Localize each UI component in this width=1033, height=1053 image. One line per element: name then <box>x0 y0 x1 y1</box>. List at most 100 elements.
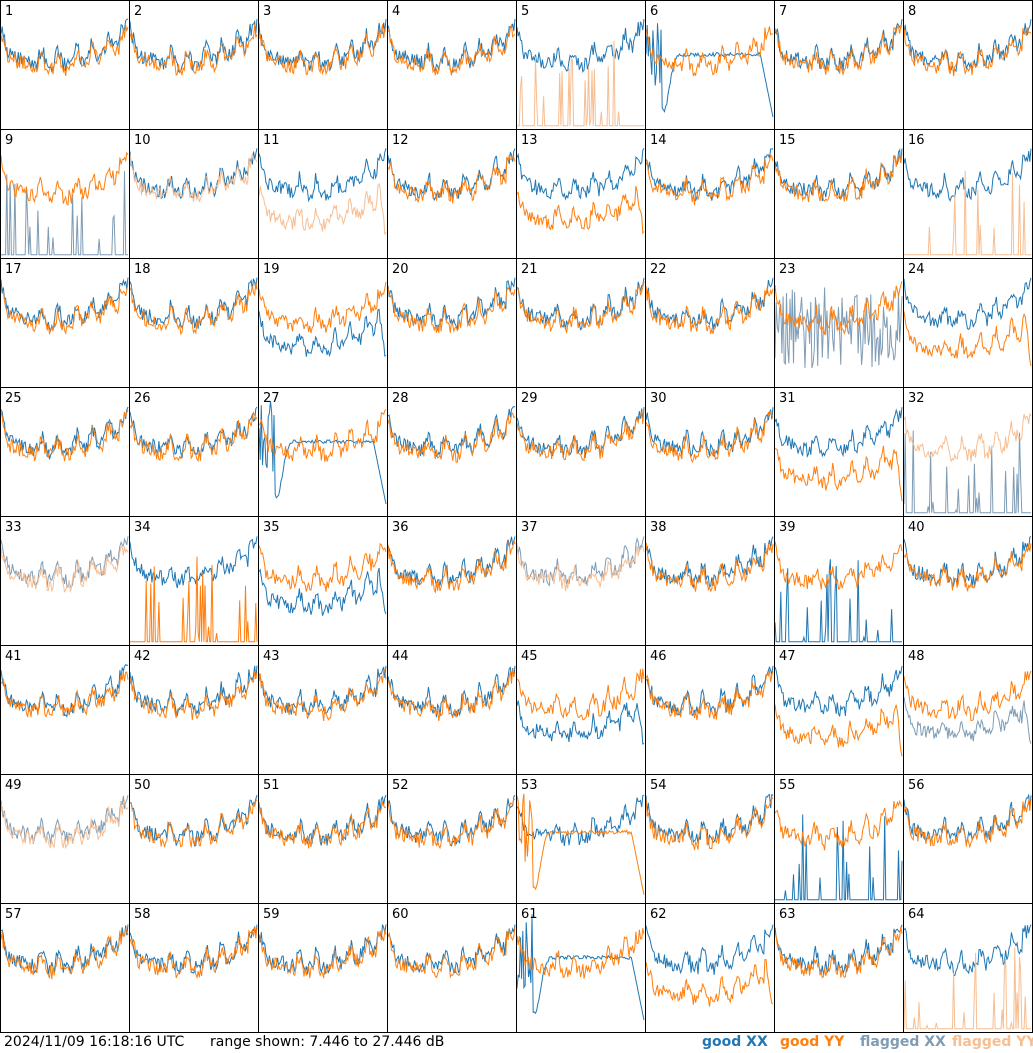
panel-49-label: 49 <box>5 778 22 793</box>
legend-good-yy: good YY <box>780 1034 845 1050</box>
panel-50-yy-trace <box>129 799 258 848</box>
panel-63: 63 <box>774 903 904 1033</box>
panel-47-xx-trace <box>774 665 903 717</box>
panel-60-yy-trace <box>387 926 516 979</box>
panel-23-yy-trace <box>774 280 903 336</box>
panel-42-label: 42 <box>134 649 151 664</box>
panel-20-xx-trace <box>387 277 516 331</box>
panel-25-yy-trace <box>0 409 129 462</box>
panel-47-yy-trace <box>774 704 903 757</box>
panel-5-label: 5 <box>521 4 529 19</box>
panel-50: 50 <box>129 774 259 904</box>
panel-24: 24 <box>903 258 1033 388</box>
panel-24-label: 24 <box>908 262 925 277</box>
panel-32-xx-trace <box>903 430 1031 514</box>
panel-36-yy-trace <box>387 539 516 594</box>
panel-37-label: 37 <box>521 520 538 535</box>
panel-41-yy-trace <box>0 671 129 718</box>
panel-41: 41 <box>0 645 130 775</box>
panel-16-xx-trace <box>903 148 1032 202</box>
panel-12-xx-trace <box>387 148 516 202</box>
panel-10: 10 <box>129 129 259 259</box>
panel-38-xx-trace <box>645 536 774 589</box>
panel-36: 36 <box>387 516 517 646</box>
panel-3: 3 <box>258 0 388 130</box>
panel-64-frame <box>903 903 1033 1033</box>
panel-60: 60 <box>387 903 517 1033</box>
panel-57-label: 57 <box>5 907 22 922</box>
panel-32-yy-trace <box>903 412 1032 463</box>
panel-49: 49 <box>0 774 130 904</box>
panel-11-label: 11 <box>263 133 280 148</box>
panel-25-xx-trace <box>0 406 129 460</box>
panel-17-yy-trace <box>0 282 129 336</box>
panel-11: 11 <box>258 129 388 259</box>
panel-64-xx-trace <box>903 924 1032 977</box>
panel-31-label: 31 <box>779 391 796 406</box>
panel-35-yy-trace <box>258 542 387 592</box>
panel-29-xx-trace <box>516 407 645 459</box>
panel-9-yy-trace <box>0 151 129 206</box>
panel-15-yy-trace <box>774 153 903 203</box>
panel-5-xx-trace <box>516 19 645 73</box>
panel-53-label: 53 <box>521 778 538 793</box>
panel-40: 40 <box>903 516 1033 646</box>
panel-32-label: 32 <box>908 391 925 406</box>
panel-62: 62 <box>645 903 775 1033</box>
panel-5: 5 <box>516 0 646 130</box>
panel-45-label: 45 <box>521 649 538 664</box>
panel-42-xx-trace <box>129 665 258 717</box>
panel-48-xx-trace <box>903 696 1032 744</box>
panel-29-label: 29 <box>521 391 538 406</box>
panel-58-yy-trace <box>129 927 258 980</box>
panel-25-label: 25 <box>5 391 22 406</box>
panel-59-label: 59 <box>263 907 280 922</box>
panel-11-xx-trace <box>258 148 387 203</box>
panel-51: 51 <box>258 774 388 904</box>
panel-59-yy-trace <box>258 929 387 979</box>
panel-52-frame <box>387 774 517 904</box>
panel-51-yy-trace <box>258 800 387 849</box>
panel-11-yy-trace <box>258 182 387 235</box>
panel-28-frame <box>387 387 517 517</box>
legend-flagged-xx: flagged XX <box>860 1034 946 1050</box>
panel-9-frame <box>0 129 130 259</box>
panel-45-xx-trace <box>516 700 645 745</box>
panel-51-label: 51 <box>263 778 280 793</box>
panel-20: 20 <box>387 258 517 388</box>
panel-19-yy-trace <box>258 281 387 334</box>
panel-61-xx-trace <box>516 914 645 1021</box>
panel-39-label: 39 <box>779 520 796 535</box>
panel-4-yy-trace <box>387 23 516 76</box>
panel-62-frame <box>645 903 775 1033</box>
panel-51-frame <box>258 774 388 904</box>
panel-7-xx-trace <box>774 19 903 73</box>
panel-8: 8 <box>903 0 1033 130</box>
panel-35-xx-trace <box>258 567 387 616</box>
panel-27: 27 <box>258 387 388 517</box>
panel-58: 58 <box>129 903 259 1033</box>
panel-18-xx-trace <box>129 277 258 329</box>
panel-21-label: 21 <box>521 262 538 277</box>
panel-38-frame <box>645 516 775 646</box>
panel-30-yy-trace <box>645 410 774 464</box>
panel-39-yy-trace <box>774 541 903 591</box>
panel-46-label: 46 <box>650 649 667 664</box>
panel-55: 55 <box>774 774 904 904</box>
panel-37: 37 <box>516 516 646 646</box>
panel-18-label: 18 <box>134 262 151 277</box>
panel-58-label: 58 <box>134 907 151 922</box>
panel-56: 56 <box>903 774 1033 904</box>
panel-26-yy-trace <box>129 411 258 463</box>
panel-34: 34 <box>129 516 259 646</box>
panel-47: 47 <box>774 645 904 775</box>
panel-39: 39 <box>774 516 904 646</box>
panel-37-xx-trace <box>516 536 645 587</box>
panel-48: 48 <box>903 645 1033 775</box>
panel-20-yy-trace <box>387 286 516 333</box>
panel-46: 46 <box>645 645 775 775</box>
panel-40-frame <box>903 516 1033 646</box>
panel-34-yy-trace <box>130 556 258 643</box>
panel-28-xx-trace <box>387 405 516 457</box>
panel-55-yy-trace <box>774 799 903 851</box>
